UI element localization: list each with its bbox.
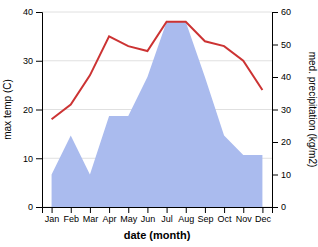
x-tick: Oct — [218, 207, 233, 224]
x-tick-label: Aug — [178, 214, 194, 224]
x-tick: Feb — [63, 207, 79, 224]
y-tick-mark — [36, 110, 42, 111]
x-tick-mark — [71, 207, 72, 213]
grid — [42, 12, 272, 207]
y2-tick-label: 20 — [281, 137, 291, 147]
x-axis: JanFeb Mar AprMayJun Jul AugSep OctNovDec — [43, 207, 273, 224]
grid-line — [42, 12, 272, 13]
x-tick-label: Sep — [197, 214, 213, 224]
x-tick-mark — [90, 207, 91, 213]
y2-tick: 20 — [272, 137, 291, 147]
y2-tick: 10 — [272, 170, 291, 180]
chart: JanFeb Mar AprMayJun Jul AugSep OctNovDec 0 10 2… — [0, 0, 318, 247]
y2-tick-mark — [272, 207, 278, 208]
x-tick-label: Oct — [218, 214, 233, 224]
x-tick-label: Jan — [45, 214, 60, 224]
y-tick-label: 10 — [23, 154, 33, 164]
x-tick-mark — [205, 207, 206, 213]
x-tick: Apr — [103, 207, 117, 224]
y-tick: 0 — [28, 202, 42, 212]
y-tick-mark — [36, 61, 42, 62]
x-tick-label: Feb — [63, 214, 79, 224]
y2-tick-mark — [272, 45, 278, 46]
x-tick-mark — [128, 207, 129, 213]
x-tick-label: Jul — [161, 214, 173, 224]
y2-tick-mark — [272, 77, 278, 78]
x-axis-title: date (month) — [124, 229, 191, 241]
y-tick-label: 30 — [23, 56, 33, 66]
y-tick: 40 — [23, 7, 42, 17]
x-tick-label: Mar — [83, 214, 99, 224]
y2-axis: 0 10 20 30 40 50 60 — [272, 7, 291, 212]
y2-axis-line — [273, 13, 279, 208]
y-axis-title: max temp (C) — [2, 79, 13, 140]
line — [52, 22, 263, 120]
y-tick-label: 40 — [23, 7, 33, 17]
x-tick-label: May — [120, 214, 138, 224]
y2-tick: 40 — [272, 72, 291, 82]
y2-tick-label: 50 — [281, 40, 291, 50]
y-tick-mark — [36, 158, 42, 159]
x-tick-mark — [224, 207, 225, 213]
y2-tick: 30 — [272, 105, 291, 115]
y2-tick-label: 60 — [281, 7, 291, 17]
y2-tick-label: 40 — [281, 72, 291, 82]
y-axis: 0 10 20 30 40 — [23, 7, 43, 212]
x-tick-mark — [167, 207, 168, 213]
y-tick-label: 0 — [28, 202, 33, 212]
x-tick: Dec — [255, 207, 272, 224]
x-tick-mark — [262, 207, 263, 213]
y2-tick-label: 30 — [281, 105, 291, 115]
y2-axis-title: med. precipitation (kg/m2) — [307, 52, 318, 168]
x-tick: Jul — [161, 207, 173, 224]
x-tick-label: Nov — [236, 214, 253, 224]
area — [52, 22, 263, 207]
y2-tick-mark — [272, 142, 278, 143]
x-tick: Aug — [178, 207, 194, 224]
marks — [52, 22, 263, 207]
y2-tick-label: 0 — [281, 202, 286, 212]
y2-tick: 50 — [272, 40, 291, 50]
y2-tick-mark — [272, 12, 278, 13]
x-tick: Sep — [197, 207, 213, 224]
y2-tick-mark — [272, 175, 278, 176]
x-tick-mark — [109, 207, 110, 213]
y-tick-mark — [36, 12, 42, 13]
y-tick-mark — [36, 207, 42, 208]
y-tick: 20 — [23, 105, 42, 115]
x-tick-mark — [52, 207, 53, 213]
plot: JanFeb Mar AprMayJun Jul AugSep OctNovDec 0 10 2… — [23, 7, 291, 224]
y2-tick-label: 10 — [281, 170, 291, 180]
x-tick: May — [120, 207, 138, 224]
y-tick: 30 — [23, 56, 42, 66]
x-tick: Jun — [141, 207, 156, 224]
y2-tick-mark — [272, 110, 278, 111]
x-tick-mark — [186, 207, 187, 213]
x-tick-label: Jun — [141, 214, 156, 224]
y-axis-line — [36, 13, 43, 208]
y-tick: 10 — [23, 154, 42, 164]
x-tick-mark — [243, 207, 244, 213]
x-tick: Nov — [236, 207, 253, 224]
x-tick: Jan — [45, 207, 60, 224]
y-tick-label: 20 — [23, 105, 33, 115]
x-tick: Mar — [83, 207, 99, 224]
y2-tick: 60 — [272, 7, 291, 17]
x-tick-mark — [147, 207, 148, 213]
x-tick-label: Dec — [255, 214, 272, 224]
x-axis-line — [43, 208, 273, 214]
y2-tick: 0 — [272, 202, 286, 212]
x-tick-label: Apr — [103, 214, 117, 224]
